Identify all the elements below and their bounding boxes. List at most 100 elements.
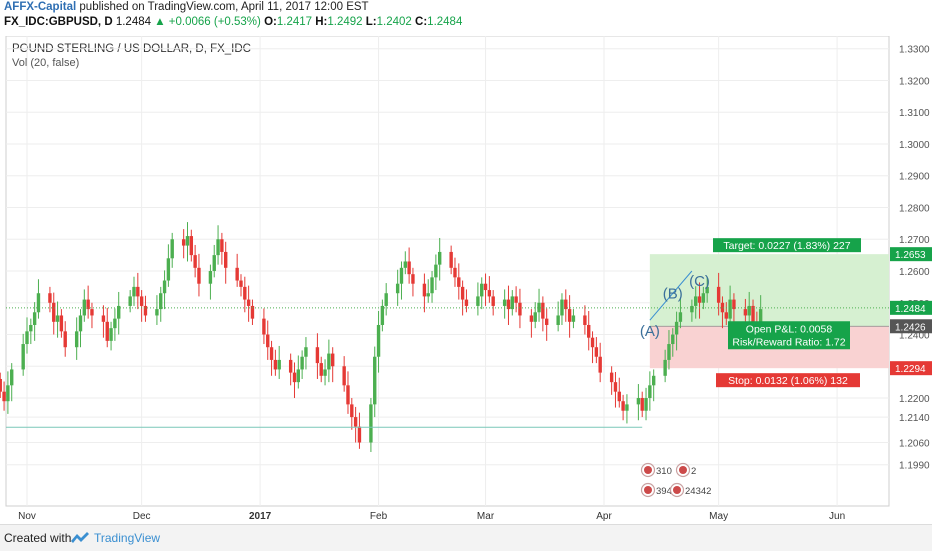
candle-body <box>380 305 385 325</box>
candle-body <box>136 286 140 297</box>
candle-body <box>449 251 453 268</box>
candle-body <box>235 267 239 281</box>
candle-body <box>10 369 14 386</box>
x-tick-label: May <box>709 511 728 522</box>
candle-body <box>189 236 194 256</box>
candle-body <box>434 264 438 278</box>
target-zone <box>649 254 889 327</box>
candle-body <box>113 318 117 329</box>
price-tag-bg <box>890 319 932 334</box>
idea-count: 24342 <box>685 486 711 497</box>
candle-body <box>269 347 274 360</box>
tradingview-logo-icon[interactable] <box>70 529 90 550</box>
idea-flag-dot <box>679 466 687 474</box>
candle-body <box>457 277 461 287</box>
y-tick-label: 1.1990 <box>899 461 930 472</box>
candle-body <box>617 391 621 402</box>
overlay: (A) (B) (C) Target: 0.0227 (1.83%) 227 Stop:… <box>6 238 932 498</box>
price-change: ▲ +0.0066 (+0.53%) <box>154 16 261 28</box>
volume-label: Vol (20, false) <box>12 57 79 69</box>
candle-body <box>651 375 656 386</box>
candle-body <box>105 321 109 341</box>
candle-body <box>2 391 6 402</box>
candle-body <box>304 347 308 357</box>
candle-body <box>250 305 255 319</box>
tradingview-link[interactable]: TradingView <box>94 531 161 545</box>
candle-body <box>357 426 362 443</box>
candle-body <box>376 324 381 357</box>
candle-body <box>59 315 64 332</box>
target-label-bg <box>713 238 861 253</box>
candle-body <box>212 255 216 271</box>
candle-body <box>613 382 618 392</box>
candle-body <box>288 359 293 373</box>
x-tick-label: Dec <box>133 511 151 522</box>
publish-text: published on TradingView.com, April 11, … <box>79 1 369 13</box>
high-label: H: <box>315 16 328 28</box>
y-tick-label: 1.2140 <box>899 413 930 424</box>
candle-body <box>327 353 331 370</box>
candle-body <box>728 299 732 319</box>
candle-body <box>663 359 667 376</box>
pnl-box <box>728 321 850 350</box>
symbol-label: FX_IDC:GBPUSD, D <box>4 16 113 28</box>
candle-body <box>460 286 465 300</box>
candle-body <box>564 299 568 310</box>
candle-body <box>705 286 709 294</box>
candle-body <box>342 366 346 386</box>
y-tick-label: 1.3100 <box>899 108 930 119</box>
price-tag: 1.2653 <box>895 250 926 261</box>
y-tick-label: 1.2060 <box>899 438 930 449</box>
candle-body <box>63 331 67 348</box>
candle-body <box>483 283 488 291</box>
candle-body <box>128 296 132 306</box>
candle-body <box>697 296 702 303</box>
candle-body <box>747 305 751 316</box>
candle-body <box>648 385 652 399</box>
candle-body <box>732 299 736 310</box>
candle-body <box>594 347 599 357</box>
candle-body <box>395 283 400 294</box>
chart-frame[interactable]: POUND STERLING / US DOLLAR, D, FX_IDC Vo… <box>0 35 932 523</box>
candle-body <box>315 347 320 364</box>
candle-body <box>644 398 648 411</box>
candle-body <box>346 385 350 405</box>
candle-body <box>636 398 641 405</box>
close-value: 1.2484 <box>427 16 463 28</box>
candle-body <box>724 312 728 319</box>
candle-body <box>640 398 644 411</box>
candle-body <box>518 302 522 316</box>
x-tick-label: Apr <box>596 511 612 522</box>
candle-body <box>193 255 197 268</box>
open-label: O: <box>264 16 277 28</box>
candle-body <box>621 401 625 411</box>
candle-body <box>544 318 549 325</box>
price-chart[interactable]: POUND STERLING / US DOLLAR, D, FX_IDC Vo… <box>0 35 932 523</box>
candle-body <box>480 283 484 297</box>
candle-body <box>453 267 457 278</box>
candle-body <box>350 404 354 418</box>
candle-body <box>556 315 560 325</box>
candle-body <box>319 363 323 376</box>
candle-body <box>720 302 725 313</box>
candle-body <box>166 258 171 281</box>
open-value: 1.2417 <box>276 16 313 28</box>
candle-body <box>216 239 220 256</box>
target-label: Target: 0.0227 (1.83%) 227 <box>723 240 850 252</box>
low-value: 1.2402 <box>376 16 412 28</box>
candle-body <box>583 315 587 325</box>
candle-body <box>29 324 33 332</box>
quote-line: FX_IDC:GBPUSD, D 1.2484 ▲ +0.0066 (+0.53… <box>4 16 462 28</box>
position-zones[interactable] <box>649 254 889 369</box>
candle-body <box>296 369 301 383</box>
price-tag: 1.2484 <box>895 304 926 315</box>
candle-body <box>373 356 377 405</box>
candle-body <box>694 296 698 306</box>
candle-body <box>273 359 278 370</box>
author-link[interactable]: AFFX-Capital <box>4 1 77 13</box>
candle-body <box>224 251 228 268</box>
candle-body <box>625 404 629 411</box>
created-with-text: Created with <box>4 531 72 545</box>
x-tick-label: Feb <box>370 511 388 522</box>
candle-body <box>109 328 113 341</box>
